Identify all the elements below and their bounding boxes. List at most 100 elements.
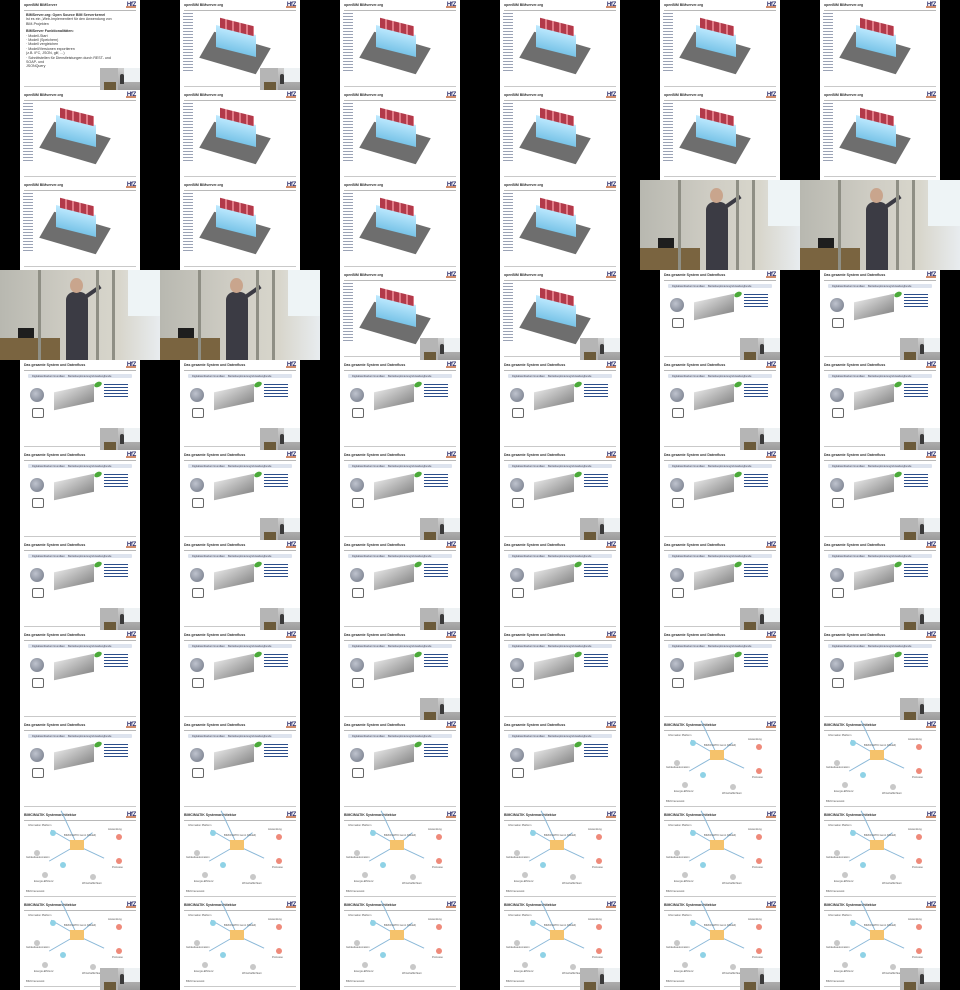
frame-tile: Das gesamte System und Datenfluss HfZ Digi…: [640, 450, 800, 540]
hfz-logo: HfZ: [446, 812, 456, 818]
logo-underline-icon: [286, 96, 296, 98]
hfz-logo: HfZ: [286, 722, 296, 728]
footer-rule: [24, 896, 136, 897]
speaker-inset-video: [260, 68, 300, 90]
network-icon: [672, 678, 684, 688]
system-label: Energie-Effizienz: [354, 880, 374, 883]
flow-tab-label: Betriebsoptimierung/Verwaltung: [548, 464, 585, 468]
intro-line: BIMServer Funktionalitäten:: [26, 29, 74, 34]
inset-scr: [764, 968, 780, 982]
flow-tab-bar: Digitalisiertbarkeit Grundlast Betriebsop…: [348, 734, 452, 738]
system-label: Information Platform: [188, 914, 212, 917]
logo-underline-icon: [126, 96, 136, 98]
gray-node-icon: [890, 874, 896, 880]
footer-rule: [504, 356, 616, 357]
system-label: Energie-Effizienz: [354, 970, 374, 973]
slide-header: Das gesamte System und Datenfluss: [184, 633, 246, 637]
system-label: Wirtschaftlichkeit: [882, 882, 902, 885]
legend-list-icon: [904, 294, 928, 308]
footer-rule: [824, 626, 936, 627]
gray-node-icon: [890, 964, 896, 970]
legend-list-icon: [264, 564, 288, 578]
flow-tab-label: Digitalisiertbarkeit Grundlast: [832, 644, 865, 648]
hfz-logo: HfZ: [126, 542, 136, 548]
photo-head: [870, 188, 883, 203]
header-rule: [504, 549, 616, 551]
system-label: BIMCIMATIK Gen1 (Modell): [704, 744, 737, 747]
flow-tab-bar: Digitalisiertbarkeit Grundlast Betriebsop…: [828, 644, 932, 648]
system-label: Anwendung: [908, 918, 922, 921]
flow-tab-label: Digitalisiertbarkeit Grundlast: [32, 734, 65, 738]
legend-list-icon: [584, 744, 608, 758]
flow-tab-label: Betriebsoptimierung/Verwaltung: [68, 734, 105, 738]
footer-rule: [344, 806, 456, 807]
flow-tab-label: Digitalisiertbarkeit Grundlast: [352, 374, 385, 378]
model-tree-icon: [343, 193, 353, 253]
inset-pod: [424, 532, 436, 540]
building-icon: [694, 473, 734, 501]
presentation-slide: Das gesamte System und Datenfluss HfZ Digi…: [500, 630, 620, 720]
header-rule: [824, 639, 936, 641]
hfz-logo: HfZ: [286, 542, 296, 548]
red-node-icon: [916, 744, 922, 750]
flow-tab-label: Digitalisiertbarkeit Grundlast: [32, 464, 65, 468]
hfz-logo: HfZ: [766, 902, 776, 908]
flow-tab-label: Betriebsoptimierung/Verwaltung: [228, 374, 265, 378]
flow-tab-label: Betriebsoptimierung/Verwaltung: [388, 644, 425, 648]
speaker-photo: [640, 180, 800, 270]
hfz-logo: HfZ: [126, 182, 136, 188]
footer-rule: [184, 806, 296, 807]
presentation-slide: openBIM BIMserver.org HfZ: [500, 270, 620, 360]
flow-tab-label: Kunde: [104, 464, 112, 468]
presentation-slide: openBIM BIMserver.org HfZ: [340, 270, 460, 360]
system-label: Information Platform: [828, 824, 852, 827]
speaker-inset-video: [100, 968, 140, 990]
system-label: Wirtschaftlichkeit: [242, 882, 262, 885]
system-label: Prozesse: [752, 956, 763, 959]
hfz-logo: HfZ: [286, 812, 296, 818]
inset-scr: [124, 968, 140, 982]
hfz-logo: HfZ: [446, 362, 456, 368]
system-label: Anwendung: [428, 918, 442, 921]
slide-header: Das gesamte System und Datenfluss: [504, 363, 566, 367]
presentation-slide: openBIM BIMserver.org HfZ: [820, 90, 940, 180]
footer-rule: [504, 536, 616, 537]
hfz-logo: HfZ: [606, 812, 616, 818]
red-node-icon: [436, 924, 442, 930]
slide-header: Das gesamte System und Datenfluss: [824, 543, 886, 547]
inset-scr: [124, 68, 140, 82]
inset-pod: [104, 622, 116, 630]
footer-rule: [344, 356, 456, 357]
system-label: BIM-Framework: [346, 890, 365, 893]
hfz-logo: HfZ: [766, 2, 776, 8]
inset-pod: [744, 622, 756, 630]
gray-node-icon: [514, 850, 520, 856]
network-icon: [32, 768, 44, 778]
system-label: BIMCIMATIK Gen1 (Modell): [64, 834, 97, 837]
logo-underline-icon: [446, 636, 456, 638]
frame-tile: [160, 270, 320, 360]
logo-underline-icon: [926, 726, 936, 728]
header-rule: [24, 549, 136, 551]
flow-tab-label: Digitalisiertbarkeit Grundlast: [512, 734, 545, 738]
frame-tile: BIMCIMATIK Systemarchitektur HfZ BIMCIMATI…: [320, 900, 480, 990]
globe-icon: [830, 568, 844, 582]
system-label: Wirtschaftlichkeit: [722, 882, 742, 885]
network-icon: [672, 498, 684, 508]
photo-scr: [928, 180, 960, 226]
system-label: Gebäudeautomation: [666, 946, 690, 949]
inset-scr: [924, 968, 940, 982]
inset-pers: [920, 614, 924, 624]
logo-underline-icon: [446, 726, 456, 728]
presentation-slide: BIMCIMATIK Systemarchitektur HfZ BIMCIMATI…: [20, 900, 140, 990]
flow-tab-label: Digitalisiertbarkeit Grundlast: [832, 284, 865, 288]
speaker-inset-video: [420, 698, 460, 720]
hfz-logo: HfZ: [766, 722, 776, 728]
gray-node-icon: [90, 964, 96, 970]
system-core-icon: [710, 840, 724, 850]
footer-rule: [344, 446, 456, 447]
system-core-icon: [550, 930, 564, 940]
system-label: Energie-Effizienz: [834, 970, 854, 973]
flow-tab-label: Digitalisiertbarkeit Grundlast: [672, 644, 705, 648]
header-rule: [184, 639, 296, 641]
